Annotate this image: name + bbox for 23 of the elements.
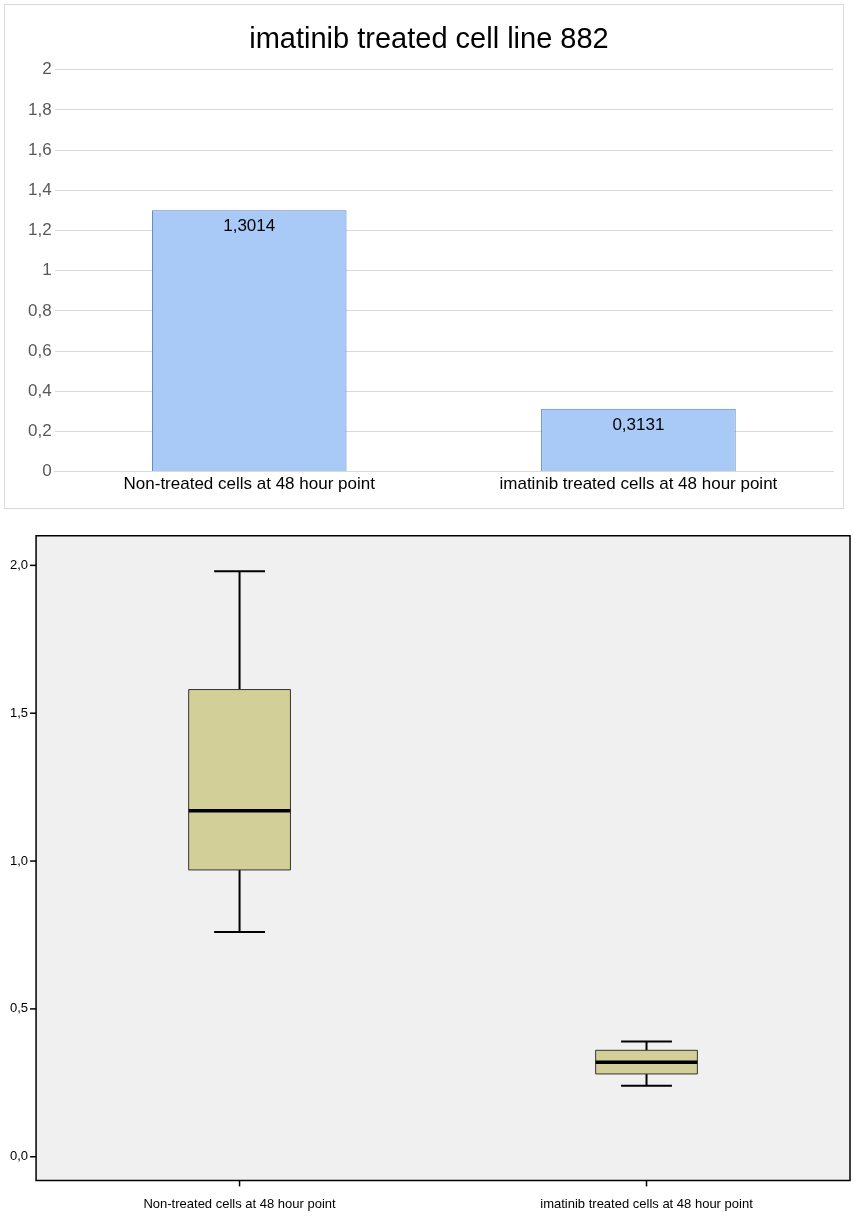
x-tick-label: imatinib treated cells at 48 hour point [499, 474, 778, 494]
y-tick-label: 0,6 [27, 340, 52, 360]
y-tick-label: 1,4 [27, 180, 52, 200]
y-tick-label: 0,8 [27, 300, 52, 320]
y-tick-label: 2,0 [9, 556, 29, 572]
y-tick-label: 0,4 [27, 380, 52, 400]
y-tick-label: 1,0 [9, 852, 29, 868]
y-tick-label: 0,2 [27, 421, 52, 441]
data-label: 0,3131 [612, 414, 665, 434]
y-tick-label: 1,2 [27, 220, 52, 240]
y-tick-label: 1,6 [27, 139, 52, 159]
y-tick-label: 1,5 [9, 704, 29, 720]
x-tick-label: imatinib treated cells at 48 hour point [540, 1195, 754, 1211]
y-tick-label: 2 [42, 59, 52, 79]
y-tick-label: 0,0 [9, 1148, 29, 1164]
y-tick-label: 1,8 [27, 99, 52, 119]
x-tick-label: Non-treated cells at 48 hour point [123, 474, 376, 494]
x-tick-label: Non-treated cells at 48 hour point [143, 1195, 337, 1211]
y-tick-label: 1 [42, 260, 52, 280]
y-tick-label: 0 [42, 461, 52, 481]
chart-title: imatinib treated cell line 882 [249, 22, 609, 55]
data-label: 1,3014 [223, 216, 276, 236]
y-tick-label: 0,5 [9, 1000, 29, 1016]
